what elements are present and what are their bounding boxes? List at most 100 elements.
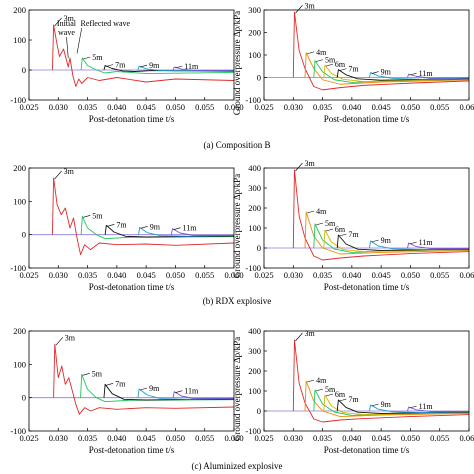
series-line-3m <box>292 169 470 261</box>
series-line-9m <box>368 404 470 414</box>
label-arrow <box>106 383 114 386</box>
label-arrow <box>175 390 183 393</box>
x-tick-label: 0.025 <box>254 102 273 112</box>
annotation-arrow <box>66 36 69 59</box>
label-arrow <box>315 59 324 62</box>
y-tick-label: 200 <box>13 5 26 15</box>
label-arrow <box>175 65 183 69</box>
series-line-5m <box>80 57 235 75</box>
x-tick-label: 0.025 <box>19 102 38 112</box>
label-arrow <box>307 51 315 55</box>
plot-frame <box>263 167 470 269</box>
y-tick-label: 0 <box>22 230 26 240</box>
x-tick-label: 0.055 <box>430 270 449 280</box>
series-label-3m: 3m <box>64 167 75 176</box>
x-tick-label: 0.045 <box>137 102 156 112</box>
series-label-11m: 11m <box>419 238 434 247</box>
label-arrow <box>339 233 347 237</box>
series-label-9m: 9m <box>381 68 392 77</box>
label-arrow <box>83 56 91 60</box>
y-tick-label: 300 <box>248 5 261 15</box>
series-label-6m: 6m <box>335 390 346 399</box>
annotation-reflected-wave: Reflected wave <box>81 19 131 28</box>
x-tick-label: 0.030 <box>49 433 68 443</box>
series-line-3m <box>51 24 235 87</box>
x-tick-label: 0.025 <box>254 270 273 280</box>
series-label-11m: 11m <box>184 62 199 71</box>
y-axis-label: Ground overpressure Δp/kPa <box>232 337 242 441</box>
x-tick-label: 0.040 <box>107 102 126 112</box>
x-tick-label: 0.050 <box>401 270 420 280</box>
x-axis-label: Post-detonation time t/s <box>324 114 410 124</box>
series-label-9m: 9m <box>149 384 160 393</box>
label-arrow <box>140 226 148 229</box>
series-line-3m <box>51 177 235 256</box>
x-tick-label: 0.045 <box>137 433 156 443</box>
y-tick-label: 0 <box>257 406 261 416</box>
caption-b: (b) RDX explosive <box>203 296 272 306</box>
y-tick-label: 200 <box>13 163 26 173</box>
label-arrow <box>173 227 181 230</box>
caption-a: (a) Composition B <box>204 140 271 150</box>
chart-b-left: 0.025 0.030 0.035 0.040 0.045 0.050 0.055 0.060… <box>10 163 243 292</box>
series-label-7m: 7m <box>348 395 359 404</box>
x-tick-label: 0.040 <box>107 270 126 280</box>
x-tick-label: 0.060 <box>224 270 243 280</box>
series-label-5m: 5m <box>325 219 336 228</box>
y-tick-label: 100 <box>248 386 261 396</box>
series-line-4m <box>304 211 470 255</box>
series-line-9m <box>138 226 235 237</box>
y-axis-label: Ground overpressure Δp/kPa <box>232 11 242 115</box>
series-label-4m: 4m <box>316 48 327 57</box>
plot-frame <box>28 167 235 269</box>
x-tick-label: 0.055 <box>195 102 214 112</box>
label-arrow <box>54 17 62 27</box>
label-arrow <box>140 387 148 391</box>
series-line-11m <box>407 73 470 79</box>
y-tick-label: -100 <box>10 426 26 436</box>
x-tick-label: 0.025 <box>19 270 38 280</box>
series-line-11m <box>407 242 470 250</box>
series-line-3m <box>292 11 470 91</box>
x-tick-label: 0.030 <box>284 102 303 112</box>
label-arrow <box>339 398 347 402</box>
y-tick-label: 300 <box>248 183 261 193</box>
series-label-3m: 3m <box>65 333 76 342</box>
series-label-11m: 11m <box>184 387 199 396</box>
x-axis-label: Post-detonation time t/s <box>324 282 410 292</box>
y-tick-label: 0 <box>257 243 261 253</box>
y-tick-label: 0 <box>257 73 261 83</box>
series-line-11m <box>170 228 234 236</box>
x-tick-label: 0.060 <box>459 433 474 443</box>
series-line-7m <box>336 69 470 81</box>
label-arrow <box>295 332 303 342</box>
label-arrow <box>315 222 324 226</box>
series-label-5m: 5m <box>92 53 103 62</box>
y-tick-label: 400 <box>248 163 261 173</box>
label-arrow <box>54 170 62 180</box>
series-label-5m: 5m <box>92 211 103 220</box>
plot-frame <box>263 330 470 432</box>
x-tick-label: 0.045 <box>137 270 156 280</box>
x-tick-label: 0.030 <box>284 433 303 443</box>
label-arrow <box>307 379 315 383</box>
x-tick-label: 0.035 <box>78 270 97 280</box>
x-tick-label: 0.055 <box>430 433 449 443</box>
y-tick-label: 400 <box>248 326 261 336</box>
series-label-11m: 11m <box>419 69 434 78</box>
series-label-5m: 5m <box>325 56 336 65</box>
x-tick-label: 0.035 <box>78 102 97 112</box>
series-label-11m: 11m <box>183 224 198 233</box>
series-line-7m <box>336 234 470 251</box>
y-tick-label: 100 <box>248 223 261 233</box>
x-tick-label: 0.060 <box>459 102 474 112</box>
series-line-9m <box>368 240 470 251</box>
series-line-7m <box>336 399 470 414</box>
x-axis-label: Post-detonation time t/s <box>89 114 175 124</box>
chart-b-right: 0.025 0.030 0.035 0.040 0.045 0.050 0.055 0.060… <box>232 159 474 292</box>
label-arrow <box>325 63 333 67</box>
series-line-9m <box>368 72 470 80</box>
series-line-5m <box>80 373 235 403</box>
series-label-9m: 9m <box>381 236 392 245</box>
y-tick-label: 200 <box>248 366 261 376</box>
